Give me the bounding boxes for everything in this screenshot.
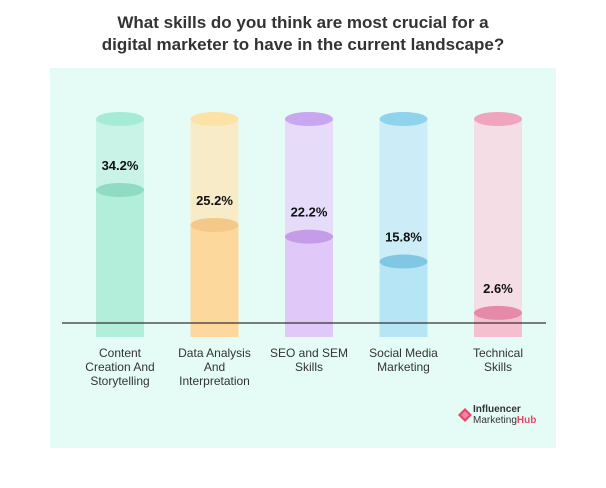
bar-track-cap bbox=[285, 112, 333, 126]
category-label: Data Analysis bbox=[178, 346, 251, 360]
category-label: Technical bbox=[473, 346, 523, 360]
bar-fill-cap bbox=[190, 218, 239, 232]
data-label: 15.8% bbox=[385, 230, 422, 245]
bar-fill-cap bbox=[474, 305, 522, 320]
data-label: 25.2% bbox=[196, 193, 233, 208]
category-label: Content bbox=[99, 346, 142, 360]
category-label: Social Media bbox=[369, 346, 438, 360]
category-label: Skills bbox=[484, 360, 512, 374]
category-label: Skills bbox=[295, 360, 323, 374]
data-label: 34.2% bbox=[102, 158, 139, 173]
data-label: 22.2% bbox=[291, 205, 328, 220]
bar-track-cap bbox=[190, 112, 239, 126]
influencer-marketing-hub-logo: Influencer MarketingHub bbox=[458, 404, 558, 428]
chart-title-line-1: What skills do you think are most crucia… bbox=[117, 13, 489, 32]
bar bbox=[379, 261, 428, 337]
bar-track-cap bbox=[96, 112, 144, 126]
chart-title-line-2: digital marketer to have in the current … bbox=[101, 35, 505, 54]
logo-text-line-2: MarketingHub bbox=[473, 415, 536, 426]
category-label: Interpretation bbox=[179, 374, 250, 388]
bar-fill-cap bbox=[285, 229, 333, 244]
bar bbox=[285, 236, 333, 337]
bar-track bbox=[474, 119, 522, 337]
category-label: SEO and SEM bbox=[270, 346, 348, 360]
logo-text-hub: Hub bbox=[516, 415, 537, 426]
bar bbox=[96, 190, 144, 337]
bar-track-cap bbox=[379, 112, 428, 126]
bar-fill-cap bbox=[96, 183, 144, 197]
bar bbox=[190, 225, 239, 337]
data-label: 2.6% bbox=[483, 281, 513, 296]
category-label: Marketing bbox=[377, 360, 430, 374]
chart-title: What skills do you think are most crucia… bbox=[0, 12, 606, 56]
logo-diamond-icon bbox=[458, 408, 472, 422]
bar-track-cap bbox=[474, 112, 522, 126]
logo-text-marketing: Marketing bbox=[473, 415, 517, 426]
category-label: And bbox=[204, 360, 225, 374]
logo-text-line-1: Influencer bbox=[473, 404, 521, 415]
bar-fill-cap bbox=[379, 254, 428, 269]
category-label: Storytelling bbox=[90, 374, 149, 388]
category-label: Creation And bbox=[85, 360, 154, 374]
